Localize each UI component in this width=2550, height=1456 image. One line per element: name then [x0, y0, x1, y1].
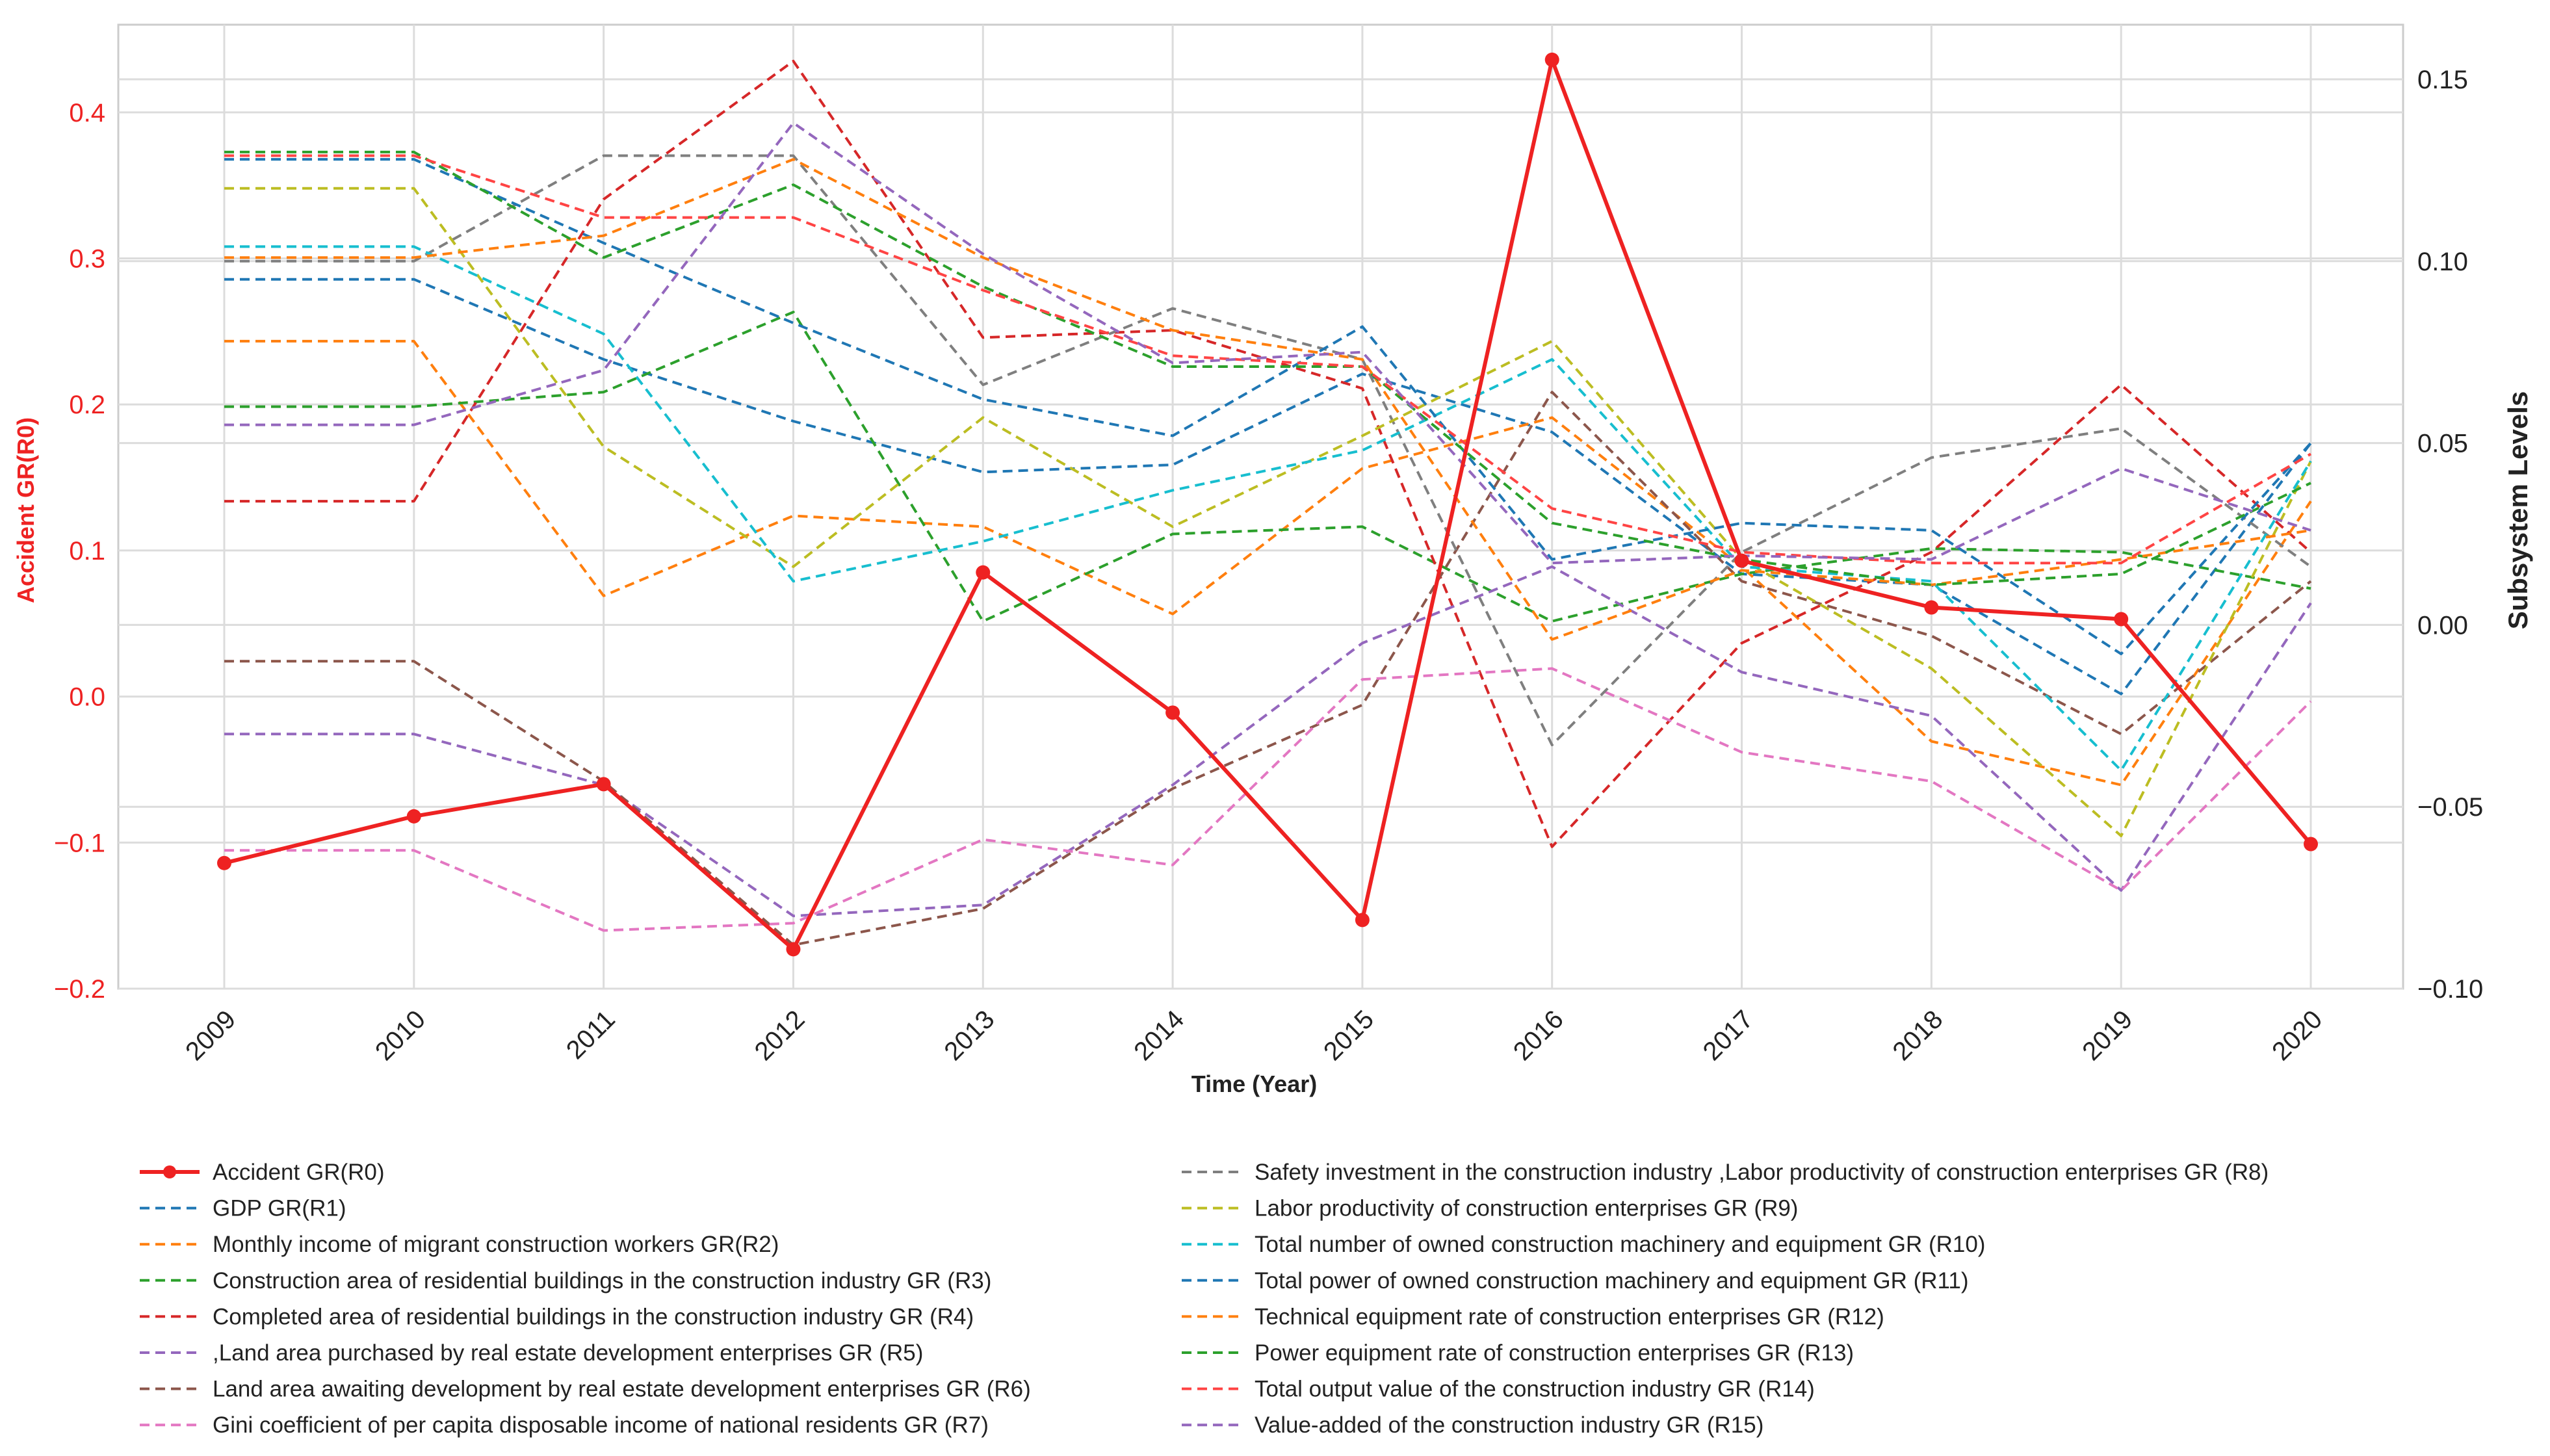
legend: Accident GR(R0) GDP GR(R1) Monthly income … [140, 1160, 2269, 1438]
data-point [1734, 553, 1749, 568]
series-line [224, 565, 2312, 918]
series-line-accident [224, 57, 2313, 952]
x-tick-label: 2020 [2267, 1005, 2328, 1066]
series-line [224, 187, 2312, 837]
data-point [1924, 600, 1939, 615]
data-point [976, 565, 991, 580]
y-tick-label-right: −0.05 [2417, 793, 2483, 822]
x-tick-label: 2009 [180, 1005, 241, 1066]
data-point [1355, 913, 1370, 928]
series-line [224, 278, 2312, 696]
legend-label: ,Land area purchased by real estate deve… [213, 1340, 923, 1366]
series-line [224, 158, 2312, 656]
series-line [224, 60, 2312, 848]
y-tick-label-left: −0.2 [54, 975, 105, 1004]
y-tick-label-left: −0.1 [54, 829, 105, 857]
series-line [224, 158, 2311, 641]
legend-label: Power equipment rate of construction ent… [1255, 1340, 1854, 1366]
x-tick-label: 2010 [370, 1005, 431, 1066]
series-line [224, 122, 2311, 565]
legend-label: Land area awaiting development by real e… [213, 1377, 1031, 1402]
legend-label: Total output value of the construction i… [1255, 1377, 1815, 1402]
y-tick-label-right: 0.10 [2417, 248, 2468, 276]
y-axis-title-left: Accident GR(R0) [12, 417, 39, 603]
legend-label: Value-added of the construction industry… [1255, 1412, 1763, 1438]
legend-label: Monthly income of migrant construction w… [213, 1232, 779, 1257]
y-tick-label-left: 0.0 [69, 683, 105, 712]
x-tick-label: 2011 [561, 1005, 621, 1065]
x-tick-label: 2017 [1698, 1005, 1759, 1066]
legend-label: Labor productivity of construction enter… [1255, 1196, 1798, 1221]
series-line [224, 391, 2312, 946]
data-point [2114, 612, 2129, 627]
data-point [786, 942, 801, 957]
x-tick-label: 2012 [749, 1005, 811, 1066]
legend-label: Accident GR(R0) [213, 1160, 385, 1185]
series-line [224, 311, 2311, 623]
x-tick-label: 2013 [939, 1005, 1000, 1066]
data-point [217, 855, 231, 870]
y-tick-label-left: 0.3 [69, 245, 105, 274]
data-point [2304, 837, 2318, 852]
series-line [224, 154, 2312, 747]
legend-label: Construction area of residential buildin… [213, 1268, 991, 1294]
y-axis-title-right: Subsystem Levels [2503, 391, 2533, 630]
series-line [224, 667, 2312, 932]
x-tick-label: 2015 [1318, 1005, 1379, 1066]
legend-marker [163, 1165, 176, 1178]
data-point [1165, 705, 1180, 720]
data-point [1544, 52, 1559, 67]
y-tick-label-right: 0.00 [2417, 611, 2468, 640]
legend-label: Technical equipment rate of construction… [1255, 1304, 1884, 1329]
x-tick-label: 2018 [1887, 1005, 1948, 1066]
series-line [224, 245, 2312, 772]
x-tick-label: 2016 [1508, 1005, 1569, 1066]
legend-label: Safety investment in the construction in… [1255, 1160, 2269, 1185]
y-tick-label-left: 0.2 [69, 391, 105, 419]
legend-label: GDP GR(R1) [213, 1196, 346, 1221]
y-tick-label-right: 0.15 [2417, 66, 2468, 94]
series [217, 52, 2318, 957]
series-line [224, 339, 2312, 786]
y-tick-label-right: 0.05 [2417, 430, 2468, 458]
x-tick-label: 2019 [2077, 1005, 2138, 1066]
x-tick-label: 2014 [1128, 1005, 1190, 1066]
data-point [596, 777, 611, 792]
plot-area [117, 23, 2404, 990]
y-tick-label-right: −0.10 [2417, 975, 2483, 1004]
legend-label: Total power of owned construction machin… [1255, 1268, 1969, 1294]
y-tick-label-left: 0.1 [69, 537, 105, 566]
series-line [224, 154, 2311, 565]
data-point [406, 809, 421, 824]
legend-label: Total number of owned construction machi… [1255, 1232, 1985, 1257]
x-axis-title: Time (Year) [1191, 1071, 1317, 1097]
legend-label: Gini coefficient of per capita disposabl… [213, 1412, 989, 1438]
legend-label: Completed area of residential buildings … [213, 1304, 974, 1329]
series-line [224, 150, 2311, 586]
y-tick-label-left: 0.4 [69, 99, 105, 127]
